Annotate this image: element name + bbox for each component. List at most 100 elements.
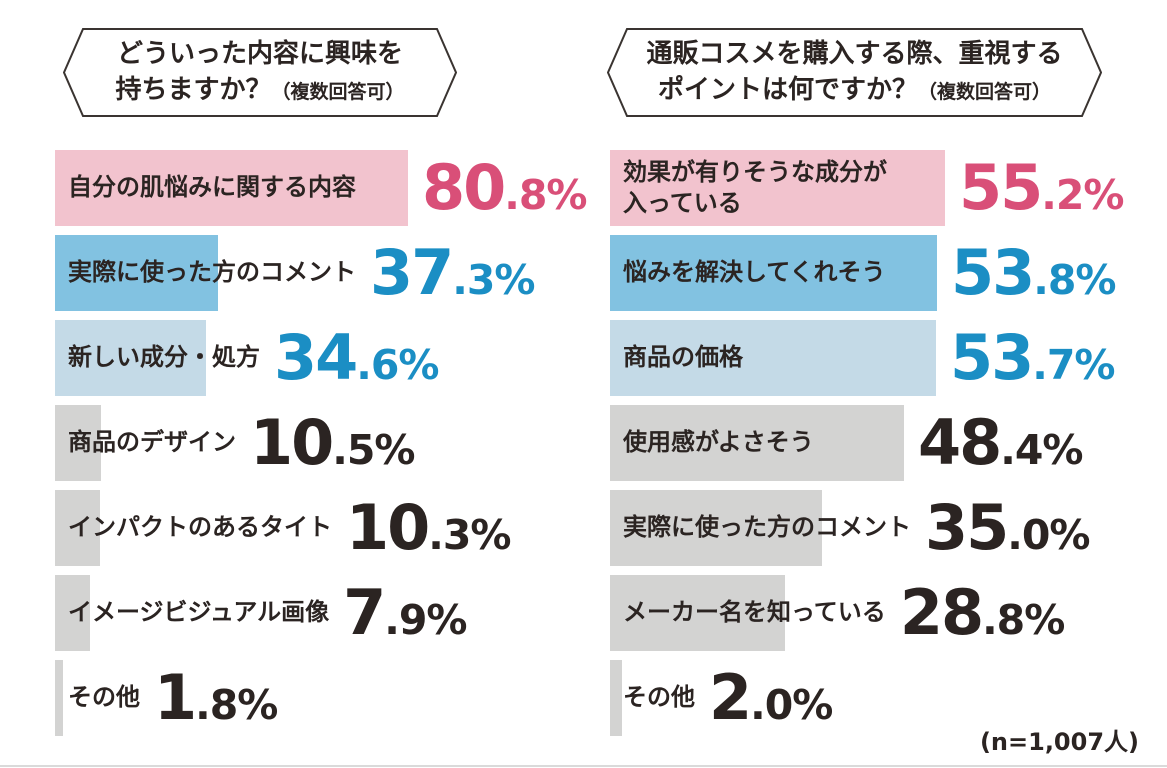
- bar: [610, 235, 937, 311]
- bar-value: 53.8%: [951, 242, 1116, 304]
- bar: [55, 575, 90, 651]
- bar-row: インパクトのあるタイト 10.3%: [55, 490, 600, 566]
- hexagon-outline-icon: [607, 28, 1102, 117]
- bar: [55, 405, 101, 481]
- bar: [610, 150, 945, 226]
- bar-row: 新しい成分・処方 34.6%: [55, 320, 600, 396]
- bar-row: 商品の価格 53.7%: [610, 320, 1167, 396]
- bar-label: その他: [68, 683, 140, 712]
- bar-track: 使用感がよさそう: [610, 405, 904, 481]
- bar-row: 商品のデザイン 10.5%: [55, 405, 600, 481]
- bar: [610, 490, 822, 566]
- bar: [55, 660, 63, 736]
- value-integer: 10: [346, 491, 430, 564]
- value-decimal-percent: .3%: [428, 511, 511, 559]
- bar: [55, 150, 408, 226]
- question-header-right: 通販コスメを購入する際、重視する ポイントは何ですか？（複数回答可）: [607, 28, 1102, 117]
- value-integer: 48: [918, 406, 1002, 479]
- bar-label: 新しい成分・処方: [68, 343, 260, 372]
- bar-label: 商品のデザイン: [68, 428, 236, 457]
- bar-row: 自分の肌悩みに関する内容 80.8%: [55, 150, 600, 226]
- multi-answer-note: （複数回答可）: [271, 80, 405, 103]
- bar-row: その他 1.8%: [55, 660, 600, 736]
- bar-value: 53.7%: [950, 327, 1115, 389]
- bar-label: イメージビジュアル画像: [68, 598, 330, 627]
- bar-label: 実際に使った方のコメント: [68, 258, 356, 287]
- bar-row: 実際に使った方のコメント 35.0%: [610, 490, 1167, 566]
- value-integer: 55: [959, 151, 1043, 224]
- bar-value: 55.2%: [959, 157, 1124, 219]
- value-decimal-percent: .8%: [982, 596, 1065, 644]
- bar-row: イメージビジュアル画像 7.9%: [55, 575, 600, 651]
- bar-row: 効果が有りそうな成分が 入っている 55.2%: [610, 150, 1167, 226]
- bar-track: 実際に使った方のコメント: [55, 235, 356, 311]
- value-integer: 34: [274, 321, 358, 394]
- question-line1: 通販コスメを購入する際、重視する: [646, 39, 1063, 70]
- value-integer: 53: [950, 321, 1034, 394]
- bar-row: メーカー名を知っている 28.8%: [610, 575, 1167, 651]
- bar-track: 新しい成分・処方: [55, 320, 260, 396]
- question-line2: ポイントは何ですか？（複数回答可）: [657, 74, 1052, 105]
- bar-value: 2.0%: [709, 667, 833, 729]
- bar-label: 悩みを解決してくれそう: [623, 258, 886, 287]
- bar: [610, 660, 622, 736]
- value-decimal-percent: .4%: [1000, 426, 1083, 474]
- value-integer: 28: [899, 576, 984, 649]
- bar-track: その他: [610, 660, 695, 736]
- bar-value: 7.9%: [343, 582, 467, 644]
- bar-label: インパクトのあるタイト: [68, 513, 332, 542]
- bar: [610, 575, 785, 651]
- bar-track: インパクトのあるタイト: [55, 490, 332, 566]
- bar: [55, 320, 206, 396]
- bar-chart-right: 効果が有りそうな成分が 入っている 55.2% 悩みを解決してくれそう 53.8…: [610, 150, 1167, 745]
- bar-row: 使用感がよさそう 48.4%: [610, 405, 1167, 481]
- bar-row: 悩みを解決してくれそう 53.8%: [610, 235, 1167, 311]
- sample-size-note: (n=1,007人): [979, 728, 1139, 756]
- value-decimal-percent: .0%: [750, 681, 833, 729]
- value-decimal-percent: .8%: [504, 171, 587, 219]
- bar-label: 自分の肌悩みに関する内容: [68, 173, 356, 202]
- bar-row: 実際に使った方のコメント 37.3%: [55, 235, 600, 311]
- bar-track: その他: [55, 660, 140, 736]
- bar-track: 商品のデザイン: [55, 405, 236, 481]
- value-integer: 1: [154, 661, 197, 734]
- value-integer: 35: [925, 491, 1009, 564]
- bar-value: 10.3%: [346, 497, 511, 559]
- question-line1: どういった内容に興味を: [116, 39, 403, 70]
- bar-chart-left: 自分の肌悩みに関する内容 80.8% 実際に使った方のコメント 37.3% 新し…: [55, 150, 600, 745]
- multi-answer-note: （複数回答可）: [918, 80, 1052, 103]
- value-decimal-percent: .3%: [452, 256, 535, 304]
- bar-track: 自分の肌悩みに関する内容: [55, 150, 408, 226]
- bar-row: その他 2.0%: [610, 660, 1167, 736]
- bar-label: 使用感がよさそう: [623, 428, 814, 457]
- question-line2: 持ちますか？（複数回答可）: [115, 74, 405, 105]
- value-integer: 7: [343, 576, 386, 649]
- bar: [610, 320, 936, 396]
- bar-label: メーカー名を知っている: [623, 598, 886, 627]
- bar-track: 悩みを解決してくれそう: [610, 235, 937, 311]
- bottom-divider: [0, 765, 1167, 767]
- value-integer: 2: [709, 661, 752, 734]
- value-integer: 37: [370, 236, 454, 309]
- bar-value: 37.3%: [370, 242, 535, 304]
- bar-value: 1.8%: [154, 667, 278, 729]
- question-header-left: どういった内容に興味を 持ちますか？（複数回答可）: [63, 28, 457, 117]
- bar-track: 実際に使った方のコメント: [610, 490, 911, 566]
- value-decimal-percent: .8%: [1033, 256, 1116, 304]
- value-decimal-percent: .6%: [356, 341, 439, 389]
- bar-track: イメージビジュアル画像: [55, 575, 329, 651]
- bar-label: 実際に使った方のコメント: [623, 513, 911, 542]
- bar-value: 48.4%: [918, 412, 1083, 474]
- bar-label: 商品の価格: [623, 343, 743, 372]
- value-integer: 53: [951, 236, 1035, 309]
- value-decimal-percent: .5%: [332, 426, 415, 474]
- value-decimal-percent: .9%: [384, 596, 467, 644]
- bar-value: 28.8%: [900, 582, 1065, 644]
- value-integer: 80: [422, 151, 506, 224]
- hexagon-outline-icon: [63, 28, 457, 117]
- value-decimal-percent: .7%: [1032, 341, 1115, 389]
- bar: [55, 235, 218, 311]
- bar-label: 効果が有りそうな成分が 入っている: [623, 157, 887, 217]
- bar-value: 10.5%: [250, 412, 415, 474]
